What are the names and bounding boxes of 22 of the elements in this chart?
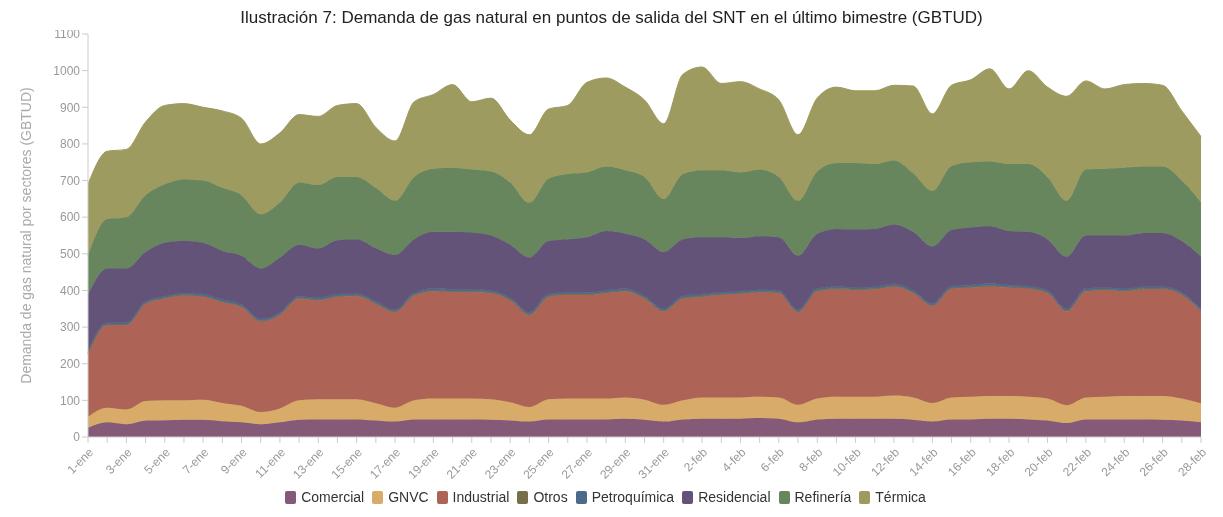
legend-label: GNVC bbox=[387, 489, 429, 505]
y-tick-label: 1000 bbox=[53, 63, 81, 78]
legend-label: Refinería bbox=[793, 489, 852, 505]
legend-label: Otros bbox=[532, 489, 568, 505]
y-tick-label: 600 bbox=[59, 210, 81, 225]
chart-title: Ilustración 7: Demanda de gas natural en puntos de salida del SNT en el último bimestre (GBTUD) bbox=[240, 8, 983, 27]
legend-label: Petroquímica bbox=[590, 489, 675, 505]
y-tick-label: 800 bbox=[59, 137, 81, 152]
legend-label: Residencial bbox=[697, 489, 771, 505]
y-axis-title: Demanda de gas natural por sectores (GBTUD) bbox=[17, 87, 34, 384]
y-tick-label: 0 bbox=[73, 430, 81, 445]
y-tick-label: 400 bbox=[59, 283, 81, 298]
y-tick-label: 1100 bbox=[54, 27, 81, 42]
y-tick-label: 100 bbox=[59, 393, 81, 408]
y-tick-label: 700 bbox=[59, 173, 81, 188]
legend-label: Térmica bbox=[874, 489, 926, 505]
legend-label: Industrial bbox=[451, 489, 510, 505]
y-tick-label: 300 bbox=[59, 320, 81, 335]
y-tick-label: 500 bbox=[59, 247, 81, 262]
y-tick-label: 200 bbox=[59, 356, 81, 371]
y-tick-label: 900 bbox=[59, 100, 81, 115]
legend-label: Comercial bbox=[300, 489, 365, 505]
